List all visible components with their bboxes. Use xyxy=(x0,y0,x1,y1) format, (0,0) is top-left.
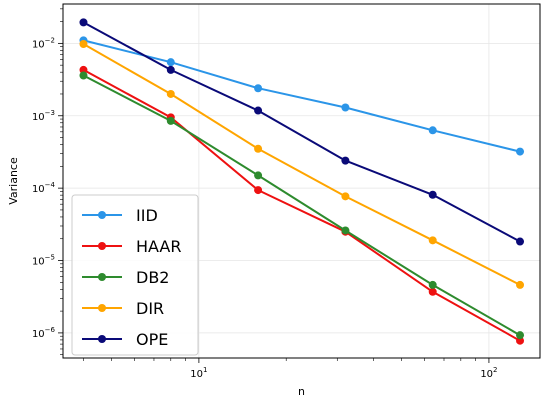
legend-marker-ope xyxy=(98,335,106,343)
y-tick-label: 10−6 xyxy=(32,326,56,340)
data-point-dir xyxy=(516,280,525,289)
y-tick-label: 10−3 xyxy=(32,109,55,123)
data-point-db2 xyxy=(166,116,175,125)
y-tick-label: 10−2 xyxy=(32,36,55,50)
legend-label-dir: DIR xyxy=(136,299,164,318)
legend: IID HAAR DB2 DIR OPE xyxy=(71,194,199,356)
legend-label-iid: IID xyxy=(136,206,158,225)
y-tick-label: 10−4 xyxy=(32,181,56,195)
data-point-ope xyxy=(79,18,88,27)
data-point-db2 xyxy=(516,331,525,340)
legend-marker-dir xyxy=(98,304,106,312)
data-point-dir xyxy=(428,236,437,245)
data-point-db2 xyxy=(79,71,88,80)
legend-marker-db2 xyxy=(98,273,106,281)
data-point-haar xyxy=(516,336,525,345)
legend-label-db2: DB2 xyxy=(136,268,169,287)
plot-frame xyxy=(62,3,541,359)
legend-label-ope: OPE xyxy=(136,330,168,349)
legend-box xyxy=(71,194,199,356)
data-point-iid xyxy=(166,58,175,67)
data-point-ope xyxy=(428,190,437,199)
data-point-dir xyxy=(166,89,175,98)
series-line-haar xyxy=(83,69,521,342)
x-tick-label: 101 xyxy=(190,366,207,380)
y-tick-label: 10−5 xyxy=(32,254,55,268)
series-layer xyxy=(79,18,525,345)
data-point-db2 xyxy=(341,226,350,235)
data-point-iid xyxy=(516,147,525,156)
data-point-dir xyxy=(341,192,350,201)
data-point-ope xyxy=(254,106,263,115)
series-line-iid xyxy=(83,39,521,153)
x-axis: 101 102 xyxy=(83,358,498,380)
data-point-dir xyxy=(254,144,263,153)
data-point-ope xyxy=(341,156,350,165)
series-line-dir xyxy=(83,43,521,286)
data-point-haar xyxy=(254,186,263,195)
x-tick-label: 102 xyxy=(480,366,497,380)
x-axis-label: n xyxy=(298,385,305,398)
data-point-dir xyxy=(79,40,88,49)
y-axis: 10−6 10−5 10−4 10−3 10−2 xyxy=(32,8,63,355)
data-point-ope xyxy=(516,237,525,246)
data-point-haar xyxy=(428,287,437,296)
data-point-iid xyxy=(341,103,350,112)
data-point-iid xyxy=(254,84,263,93)
data-point-db2 xyxy=(254,171,263,180)
series-line-ope xyxy=(83,21,521,243)
data-point-ope xyxy=(166,65,175,74)
data-point-haar xyxy=(79,65,88,74)
legend-marker-haar xyxy=(98,242,106,250)
legend-label-haar: HAAR xyxy=(136,237,181,256)
y-axis-label: Variance xyxy=(7,157,20,205)
data-point-iid xyxy=(428,126,437,135)
data-point-db2 xyxy=(428,280,437,289)
legend-marker-iid xyxy=(98,211,106,219)
series-line-db2 xyxy=(83,74,521,337)
